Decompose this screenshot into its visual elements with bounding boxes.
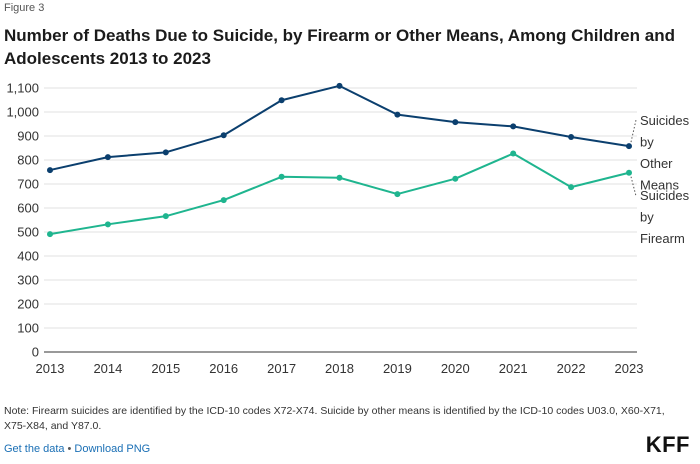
x-tick-label: 2016 bbox=[209, 361, 238, 376]
y-tick-label: 300 bbox=[17, 273, 39, 288]
x-tick-label: 2020 bbox=[441, 361, 470, 376]
data-point[interactable] bbox=[278, 173, 285, 180]
x-tick-label: 2013 bbox=[36, 361, 65, 376]
y-tick-label: 600 bbox=[17, 201, 39, 216]
series-label: Suicides by Firearm bbox=[640, 188, 690, 246]
data-point[interactable] bbox=[394, 111, 401, 118]
data-point[interactable] bbox=[394, 191, 401, 198]
y-tick-label: 1,100 bbox=[6, 81, 39, 96]
series-label: Suicides by Other Means bbox=[640, 113, 690, 193]
data-point[interactable] bbox=[220, 132, 227, 139]
data-point[interactable] bbox=[47, 231, 53, 238]
x-tick-label: 2017 bbox=[267, 361, 296, 376]
data-point[interactable] bbox=[568, 184, 575, 191]
y-tick-label: 400 bbox=[17, 249, 39, 264]
x-axis-ticks: 2013 2014 2015 2016 2017 2018 2019 2020 2021 2022… bbox=[36, 361, 644, 376]
y-tick-label: 0 bbox=[32, 345, 39, 360]
data-point[interactable] bbox=[510, 150, 517, 157]
link-separator: • bbox=[67, 443, 72, 455]
footer-links: Get the data • Download PNG bbox=[4, 443, 150, 455]
data-point[interactable] bbox=[452, 175, 459, 182]
data-point[interactable] bbox=[568, 133, 575, 140]
x-tick-label: 2014 bbox=[93, 361, 122, 376]
gridlines bbox=[44, 87, 637, 353]
y-tick-label: 500 bbox=[17, 225, 39, 240]
x-tick-label: 2022 bbox=[557, 361, 586, 376]
y-tick-label: 100 bbox=[17, 321, 39, 336]
data-point[interactable] bbox=[510, 123, 517, 130]
series-label-line: by bbox=[640, 135, 654, 150]
data-point[interactable] bbox=[336, 174, 343, 181]
label-leader bbox=[630, 119, 637, 143]
x-tick-label: 2023 bbox=[615, 361, 644, 376]
series-label-line: Means bbox=[640, 178, 680, 193]
series-label-line: Suicides bbox=[640, 113, 690, 128]
series-label-line: by bbox=[640, 210, 654, 225]
y-tick-label: 900 bbox=[17, 129, 39, 144]
series bbox=[47, 82, 632, 238]
line-chart: 0 100 200 300 400 500 600 700 800 900 1,000 1,100 2… bbox=[6, 81, 690, 377]
data-point[interactable] bbox=[104, 154, 111, 161]
chart-title: Number of Deaths Due to Suicide, by Fire… bbox=[4, 26, 675, 68]
series-line-0 bbox=[49, 84, 630, 172]
data-point[interactable] bbox=[104, 221, 111, 228]
y-tick-label: 800 bbox=[17, 153, 39, 168]
data-point[interactable] bbox=[278, 97, 285, 104]
figure-label: Figure 3 bbox=[4, 2, 45, 14]
x-tick-label: 2019 bbox=[383, 361, 412, 376]
data-point[interactable] bbox=[162, 213, 169, 220]
y-tick-label: 1,000 bbox=[6, 105, 39, 120]
data-point[interactable] bbox=[220, 197, 227, 204]
download-png-link[interactable]: Download PNG bbox=[74, 443, 151, 455]
data-point[interactable] bbox=[626, 143, 632, 150]
data-point[interactable] bbox=[626, 169, 632, 176]
series-label-line: Firearm bbox=[640, 231, 685, 246]
data-point[interactable] bbox=[452, 119, 459, 126]
y-tick-label: 700 bbox=[17, 177, 39, 192]
x-tick-label: 2021 bbox=[499, 361, 528, 376]
data-point[interactable] bbox=[336, 82, 343, 89]
data-point[interactable] bbox=[162, 149, 169, 156]
x-tick-label: 2015 bbox=[151, 361, 180, 376]
kff-logo: KFF bbox=[645, 432, 690, 457]
x-tick-label: 2018 bbox=[325, 361, 354, 376]
series-label-line: Suicides bbox=[640, 188, 690, 203]
label-leader bbox=[630, 176, 637, 197]
data-point[interactable] bbox=[47, 167, 53, 174]
series-line-1 bbox=[49, 152, 630, 236]
get-data-link[interactable]: Get the data bbox=[4, 443, 65, 455]
series-label-line: Other bbox=[640, 156, 673, 171]
y-axis-ticks: 0 100 200 300 400 500 600 700 800 900 1,000 1,100 bbox=[6, 81, 39, 360]
chart-note: Note: Firearm suicides are identified by… bbox=[4, 405, 665, 432]
y-tick-label: 200 bbox=[17, 297, 39, 312]
